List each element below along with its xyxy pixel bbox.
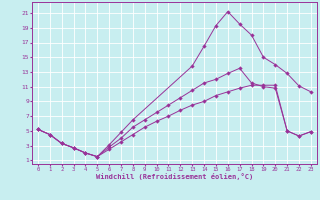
- X-axis label: Windchill (Refroidissement éolien,°C): Windchill (Refroidissement éolien,°C): [96, 173, 253, 180]
